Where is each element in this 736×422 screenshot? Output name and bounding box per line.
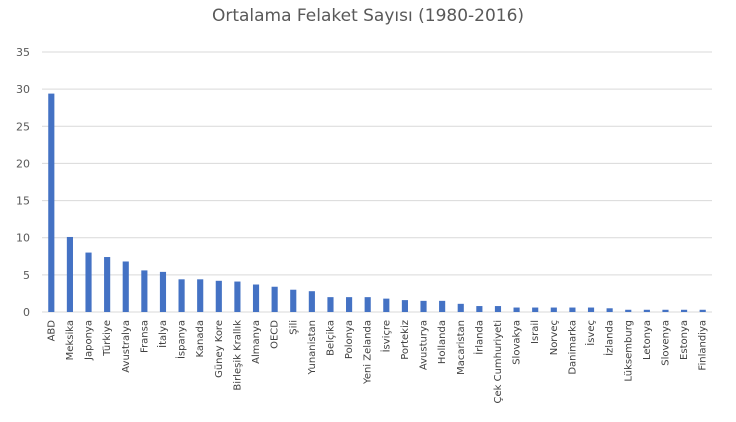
bar [159,271,167,312]
x-tick-label: Japonya [84,320,95,361]
bar [681,309,688,312]
x-tick-label: Polonya [344,320,355,359]
bar [569,307,576,312]
y-tick-label: 30 [16,83,30,96]
x-tick-label: Birleşik Krallık [232,320,243,391]
x-tick-label: Danimarka [567,320,578,375]
x-tick-label: ABD [46,320,57,342]
bar [234,281,241,312]
x-tick-label: Fransa [139,320,150,353]
bar [66,236,73,312]
x-tick-label: Almanya [251,320,262,364]
bar [457,303,464,312]
x-tick-label: Avusturya [419,320,430,370]
bar [178,279,185,312]
x-tick-label: Yeni Zelanda [363,320,374,385]
x-axis-labels: ABD Meksika Japonya Türkiye Avustralya Fransa… [46,320,708,404]
y-tick-label: 25 [16,120,30,133]
bar [197,279,204,312]
bar [699,309,706,312]
x-tick-label: Finlandiya [698,320,709,371]
x-tick-label: Slovakya [512,320,523,365]
x-tick-label: İrlanda [472,320,485,355]
x-tick-label: Avustralya [121,320,132,373]
x-tick-label: Belçika [325,320,336,356]
x-tick-label: Çek Cumhuriyeti [493,320,504,404]
bar [346,297,353,312]
x-tick-label: Türkiye [102,320,113,357]
bar [513,307,520,312]
bar [104,257,111,312]
bar [271,286,278,312]
bar [290,289,297,312]
x-tick-label: İsviçre [379,320,392,352]
y-tick-label: 10 [16,232,30,245]
bar [532,307,539,312]
bar [364,297,371,312]
x-tick-label: Şili [288,320,299,335]
x-tick-label: İspanya [175,320,188,359]
x-tick-label: Slovenya [660,320,671,366]
x-tick-label: OECD [270,320,281,349]
x-tick-label: Letonya [642,320,653,360]
chart-title: Ortalama Felaket Sayısı (1980-2016) [211,6,525,26]
bar [85,252,92,312]
y-axis-ticks: 0 5 10 15 20 25 30 35 [16,46,30,319]
bar [625,309,632,312]
bar [383,298,390,312]
y-tick-label: 0 [23,306,30,319]
x-tick-label: Estonya [679,320,690,360]
bar [141,270,148,312]
bar [327,297,334,312]
bar [643,309,650,312]
x-tick-label: Portekiz [400,320,411,360]
x-tick-label: Israil [530,320,541,344]
x-tick-label: Meksika [65,320,76,360]
x-tick-label: İsveç [584,320,597,346]
y-tick-label: 20 [16,157,30,170]
bar [215,280,222,312]
x-tick-label: Kanada [195,320,206,357]
bar [420,300,427,312]
bar [662,309,669,312]
bar [606,308,613,312]
x-tick-label: Lüksemburg [623,320,634,382]
gridlines [42,51,712,313]
bar [48,93,55,312]
bars [48,93,706,312]
bar [587,307,595,312]
x-tick-label: Norveç [549,320,560,355]
bar [494,306,502,312]
bar [550,307,557,312]
bar [476,306,483,312]
x-tick-label: İtalya [156,320,169,348]
x-tick-label: İzlanda [603,320,616,356]
y-tick-label: 35 [16,46,30,59]
bar [401,300,408,312]
x-tick-label: Hollanda [437,320,448,364]
bar [439,300,446,312]
x-tick-label: Macaristan [456,320,467,375]
x-tick-label: Yunanistan [307,320,318,375]
bar [122,261,129,312]
x-tick-label: Güney Kore [214,320,225,378]
bar [308,291,315,312]
y-tick-label: 15 [16,195,30,208]
bar [252,284,260,312]
y-tick-label: 5 [23,269,30,282]
